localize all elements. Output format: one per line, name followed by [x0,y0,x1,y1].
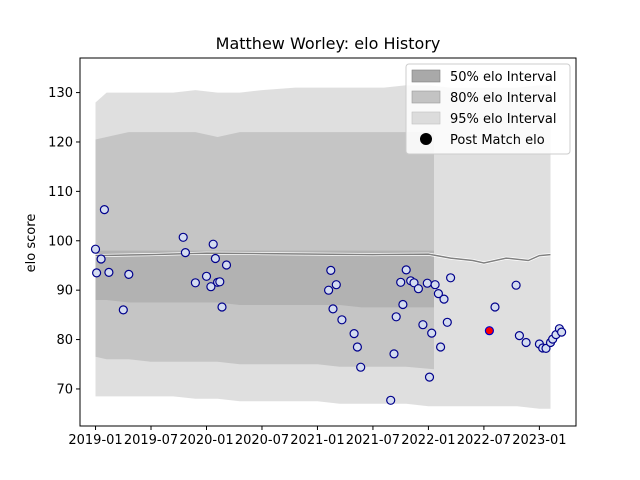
x-tick-label: 2022-01 [401,433,455,448]
data-point [490,302,500,312]
legend-swatch-50 [411,69,441,83]
data-point [324,285,334,295]
x-tick-label: 2022-07 [457,433,511,448]
data-point [401,265,411,275]
x-tick-label: 2023-01 [512,433,566,448]
chart-title: Matthew Worley: elo History [216,34,441,53]
data-point [446,273,456,283]
data-point [96,254,106,264]
legend-frame [405,63,571,155]
data-point [215,277,225,287]
data-point [99,205,110,215]
x-axis-ticks: 2019-01 2019-07 2020-01 2020-07 2021-01 2021-… [68,426,567,448]
x-tick-label: 2021-07 [346,433,400,448]
data-point [386,395,396,405]
y-tick-label: 100 [48,234,73,249]
y-tick-label: 80 [56,333,73,348]
data-point [210,253,220,264]
data-point [436,342,446,352]
legend-label-post-match: Post Match elo [450,133,545,148]
data-point [430,280,440,290]
data-point [124,269,134,279]
y-tick-label: 70 [56,382,73,397]
data-point [556,327,567,337]
data-point [90,244,101,254]
data-point [178,232,188,242]
data-point [201,271,212,281]
data-point [413,284,423,294]
data-point [217,302,227,312]
data-point [331,280,341,290]
legend-marker-post-match [420,133,432,145]
legend-swatch-80 [411,90,441,104]
highlight-point [484,326,494,336]
plot-frame [79,57,577,427]
data-point [422,278,432,288]
data-point [337,315,347,325]
legend-swatch-95 [411,111,441,125]
data-point [206,282,216,292]
data-point [190,278,200,288]
data-point [427,328,437,338]
data-point [418,320,428,330]
median-lines [95,251,551,265]
x-tick-label: 2020-07 [235,433,289,448]
data-point [424,372,435,382]
band-50 [95,250,434,308]
data-point [221,260,232,270]
data-point [389,349,399,359]
data-point [439,294,449,304]
data-point [349,329,359,339]
data-point [180,248,190,258]
interval-bands [95,85,551,409]
x-tick-label: 2019-07 [124,433,178,448]
legend-label-50: 50% elo Interval [450,70,557,85]
data-point [514,331,525,341]
data-point [104,267,114,277]
data-point [328,304,338,314]
data-point [521,337,531,348]
data-point [398,299,408,310]
data-point [118,305,128,315]
legend: 50% elo Interval 80% elo Interval 95% el… [405,63,571,155]
y-axis-label: elo score [24,214,39,273]
data-point [326,265,336,275]
post-match-points [90,205,567,405]
legend-label-80: 80% elo Interval [450,91,557,106]
legend-label-95: 95% elo Interval [450,112,557,127]
data-point [442,317,452,327]
data-point [356,362,366,372]
x-tick-label: 2020-01 [179,433,233,448]
y-axis-ticks: 70 80 90 100 110 120 130 [48,86,80,397]
data-point [511,280,521,290]
data-point [541,343,551,353]
x-tick-label: 2019-01 [68,433,122,448]
data-point [208,239,218,249]
data-point [396,277,406,287]
data-point [91,268,102,278]
data-point [352,342,362,352]
data-point [391,312,401,322]
data-point [433,289,443,299]
x-tick-label: 2021-01 [290,433,344,448]
y-tick-label: 120 [48,135,73,150]
y-tick-label: 110 [48,185,73,200]
median-line [95,252,551,264]
y-tick-label: 130 [48,86,73,101]
y-tick-label: 90 [56,284,73,299]
